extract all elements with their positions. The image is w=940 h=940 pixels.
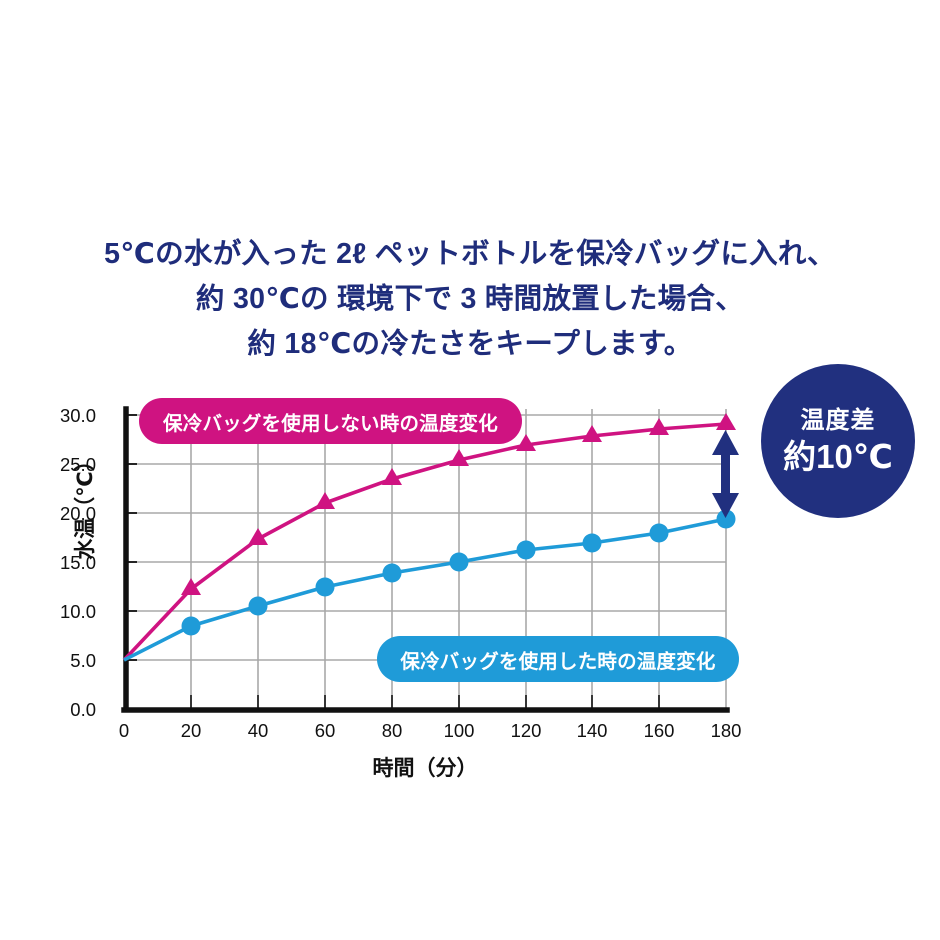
- headline-line-2: 約 30℃の 環境下で 3 時間放置した場合、: [195, 283, 745, 315]
- legend-pill-no-bag: 保冷バッグを使用しない時の温度変化: [139, 398, 522, 444]
- headline-line-1: 5℃の水が入った 2ℓ ペットボトルを保冷バッグに入れ、: [104, 238, 836, 270]
- headline-line-3: 約 18℃の冷たさをキープします。: [247, 328, 693, 360]
- series-markers-with-bag: [181, 509, 736, 636]
- x-tick-label: 60: [314, 720, 336, 741]
- legend-pill-with-bag: 保冷バッグを使用した時の温度変化: [377, 636, 739, 682]
- legend-label-with-bag: 保冷バッグを使用した時の温度変化: [400, 650, 716, 673]
- x-tick-label: 100: [443, 720, 475, 741]
- series-line-with-bag: [123, 517, 727, 662]
- page-title: 5℃の水が入った 2ℓ ペットボトルを保冷バッグに入れ、 約 30℃の 環境下で…: [0, 232, 940, 367]
- y-tick-label: 15.0: [59, 552, 96, 573]
- x-tick-label: 120: [510, 720, 542, 741]
- x-tick-label: 40: [247, 720, 269, 741]
- x-tick-label: 140: [576, 720, 608, 741]
- x-tick-marks: [190, 695, 660, 710]
- series-markers-no-bag: [181, 413, 736, 595]
- legend-label-no-bag: 保冷バッグを使用しない時の温度変化: [163, 412, 498, 435]
- y-tick-label: 10.0: [59, 601, 96, 622]
- x-axis-title: 時間（分）: [372, 757, 478, 780]
- y-axis-title: 水温（℃）: [74, 450, 97, 560]
- y-tick-label: 5.0: [70, 650, 96, 671]
- x-tick-label: 80: [381, 720, 403, 741]
- y-tick-label: 25.0: [59, 454, 96, 475]
- badge-value-label: 約10℃: [783, 438, 893, 475]
- temperature-difference-arrow: [712, 430, 739, 518]
- x-tick-label: 20: [180, 720, 202, 741]
- x-tick-label: 180: [710, 720, 742, 741]
- x-tick-label: 160: [643, 720, 675, 741]
- x-tick-label: 0: [118, 720, 130, 741]
- badge-top-label: 温度差: [800, 407, 876, 434]
- temperature-difference-badge: 温度差 約10℃: [761, 364, 915, 518]
- series-line-no-bag: [122, 422, 727, 662]
- y-tick-label: 0.0: [70, 699, 96, 720]
- y-tick-label: 30.0: [59, 405, 96, 426]
- y-tick-label: 20.0: [59, 503, 96, 524]
